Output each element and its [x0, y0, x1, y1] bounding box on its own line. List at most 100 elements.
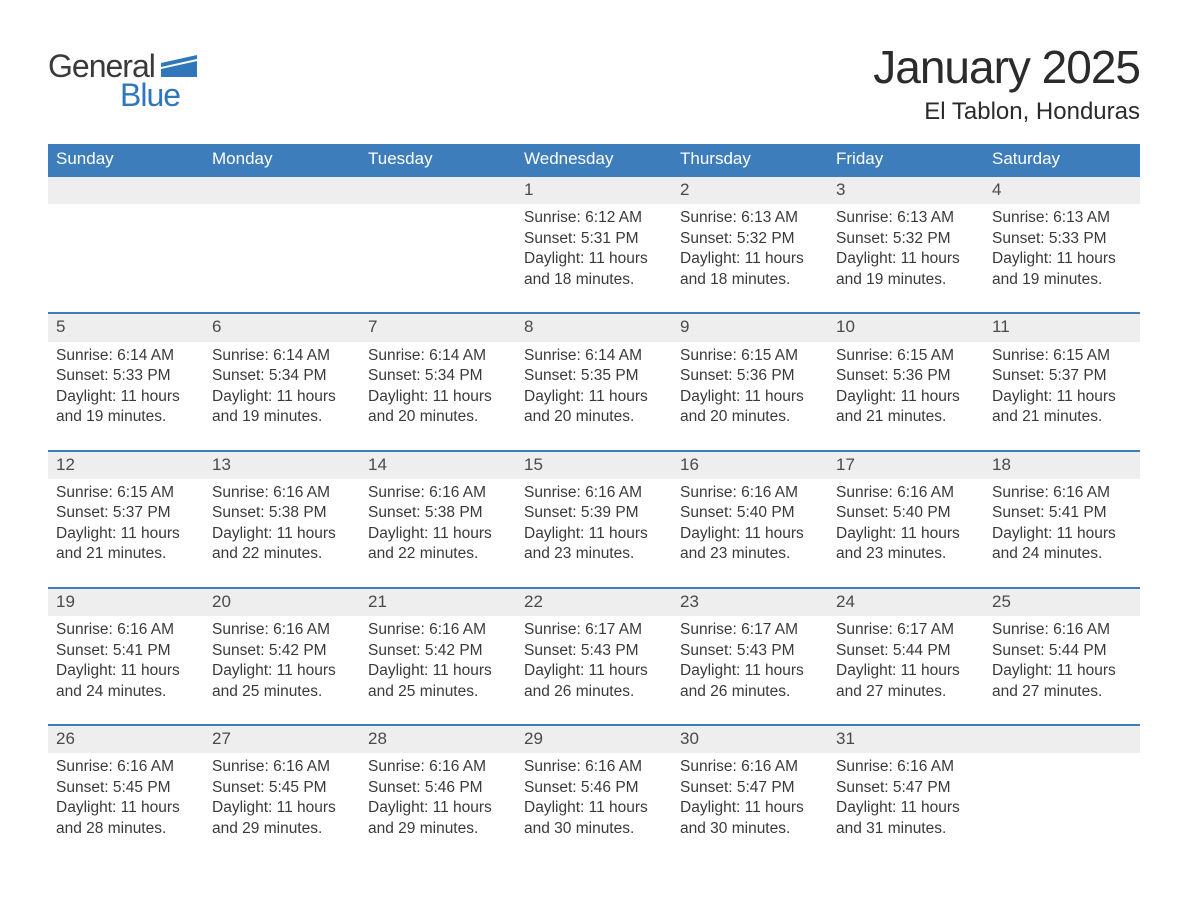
location-subtitle: El Tablon, Honduras — [873, 98, 1140, 126]
calendar-empty-cell — [984, 725, 1140, 861]
sunset-line: Sunset: 5:42 PM — [366, 641, 510, 661]
calendar-day-cell: 30Sunrise: 6:16 AMSunset: 5:47 PMDayligh… — [672, 725, 828, 861]
daylight-line-1: Daylight: 11 hours — [54, 798, 198, 818]
daylight-line-2: and 19 minutes. — [210, 407, 354, 427]
day-number-bar: 29 — [516, 726, 672, 753]
sunrise-line: Sunrise: 6:15 AM — [54, 483, 198, 503]
sunset-line: Sunset: 5:36 PM — [678, 366, 822, 386]
day-number-bar: 19 — [48, 589, 204, 616]
weekday-header: Saturday — [984, 144, 1140, 176]
day-number-bar: 16 — [672, 452, 828, 479]
daylight-line-1: Daylight: 11 hours — [210, 524, 354, 544]
daylight-line-1: Daylight: 11 hours — [834, 661, 978, 681]
daylight-line-2: and 21 minutes. — [990, 407, 1134, 427]
daylight-line-1: Daylight: 11 hours — [990, 524, 1134, 544]
calendar-day-cell: 9Sunrise: 6:15 AMSunset: 5:36 PMDaylight… — [672, 313, 828, 450]
daylight-line-2: and 20 minutes. — [678, 407, 822, 427]
daylight-line-2: and 27 minutes. — [990, 682, 1134, 702]
daylight-line-2: and 26 minutes. — [678, 682, 822, 702]
daylight-line-1: Daylight: 11 hours — [834, 387, 978, 407]
sunset-line: Sunset: 5:47 PM — [678, 778, 822, 798]
calendar-day-cell: 28Sunrise: 6:16 AMSunset: 5:46 PMDayligh… — [360, 725, 516, 861]
day-number-bar: 20 — [204, 589, 360, 616]
day-number-bar: 17 — [828, 452, 984, 479]
calendar-day-cell: 10Sunrise: 6:15 AMSunset: 5:36 PMDayligh… — [828, 313, 984, 450]
calendar-day-cell: 20Sunrise: 6:16 AMSunset: 5:42 PMDayligh… — [204, 588, 360, 725]
calendar-day-cell: 13Sunrise: 6:16 AMSunset: 5:38 PMDayligh… — [204, 451, 360, 588]
daylight-line-1: Daylight: 11 hours — [366, 387, 510, 407]
calendar-day-cell: 29Sunrise: 6:16 AMSunset: 5:46 PMDayligh… — [516, 725, 672, 861]
sunrise-line: Sunrise: 6:16 AM — [366, 620, 510, 640]
calendar-empty-cell — [360, 176, 516, 313]
sunrise-line: Sunrise: 6:16 AM — [990, 620, 1134, 640]
calendar-day-cell: 24Sunrise: 6:17 AMSunset: 5:44 PMDayligh… — [828, 588, 984, 725]
daylight-line-2: and 24 minutes. — [990, 544, 1134, 564]
daylight-line-1: Daylight: 11 hours — [834, 249, 978, 269]
daylight-line-2: and 30 minutes. — [522, 819, 666, 839]
calendar-day-cell: 14Sunrise: 6:16 AMSunset: 5:38 PMDayligh… — [360, 451, 516, 588]
page: General Blue January 2025 El Tablon, Hon… — [0, 0, 1188, 921]
day-number-bar: 13 — [204, 452, 360, 479]
daylight-line-1: Daylight: 11 hours — [678, 387, 822, 407]
sunset-line: Sunset: 5:45 PM — [54, 778, 198, 798]
calendar-day-cell: 31Sunrise: 6:16 AMSunset: 5:47 PMDayligh… — [828, 725, 984, 861]
day-number-bar: 28 — [360, 726, 516, 753]
daylight-line-1: Daylight: 11 hours — [210, 798, 354, 818]
daylight-line-1: Daylight: 11 hours — [522, 249, 666, 269]
sunset-line: Sunset: 5:47 PM — [834, 778, 978, 798]
sunset-line: Sunset: 5:43 PM — [522, 641, 666, 661]
daylight-line-1: Daylight: 11 hours — [522, 387, 666, 407]
day-number-bar — [984, 726, 1140, 753]
sunrise-line: Sunrise: 6:15 AM — [834, 346, 978, 366]
sunrise-line: Sunrise: 6:16 AM — [210, 620, 354, 640]
sunrise-line: Sunrise: 6:16 AM — [54, 757, 198, 777]
sunrise-line: Sunrise: 6:16 AM — [678, 483, 822, 503]
day-number-bar: 3 — [828, 177, 984, 204]
day-number-bar — [204, 177, 360, 204]
sunset-line: Sunset: 5:40 PM — [834, 503, 978, 523]
sunrise-line: Sunrise: 6:13 AM — [990, 208, 1134, 228]
calendar-day-cell: 1Sunrise: 6:12 AMSunset: 5:31 PMDaylight… — [516, 176, 672, 313]
calendar-day-cell: 21Sunrise: 6:16 AMSunset: 5:42 PMDayligh… — [360, 588, 516, 725]
calendar-empty-cell — [204, 176, 360, 313]
sunset-line: Sunset: 5:45 PM — [210, 778, 354, 798]
day-number-bar: 26 — [48, 726, 204, 753]
daylight-line-1: Daylight: 11 hours — [54, 524, 198, 544]
calendar-table: SundayMondayTuesdayWednesdayThursdayFrid… — [48, 144, 1140, 861]
day-number-bar: 9 — [672, 314, 828, 341]
sunrise-line: Sunrise: 6:16 AM — [210, 483, 354, 503]
sunset-line: Sunset: 5:35 PM — [522, 366, 666, 386]
day-number-bar: 21 — [360, 589, 516, 616]
sunset-line: Sunset: 5:38 PM — [366, 503, 510, 523]
weekday-header: Sunday — [48, 144, 204, 176]
sunrise-line: Sunrise: 6:15 AM — [990, 346, 1134, 366]
daylight-line-2: and 19 minutes. — [834, 270, 978, 290]
sunrise-line: Sunrise: 6:16 AM — [210, 757, 354, 777]
daylight-line-1: Daylight: 11 hours — [522, 798, 666, 818]
calendar-header-row: SundayMondayTuesdayWednesdayThursdayFrid… — [48, 144, 1140, 176]
sunrise-line: Sunrise: 6:12 AM — [522, 208, 666, 228]
sunrise-line: Sunrise: 6:14 AM — [54, 346, 198, 366]
sunset-line: Sunset: 5:42 PM — [210, 641, 354, 661]
month-title: January 2025 — [873, 40, 1140, 94]
daylight-line-2: and 19 minutes. — [54, 407, 198, 427]
daylight-line-1: Daylight: 11 hours — [366, 798, 510, 818]
sunrise-line: Sunrise: 6:16 AM — [678, 757, 822, 777]
daylight-line-2: and 20 minutes. — [522, 407, 666, 427]
sunset-line: Sunset: 5:41 PM — [54, 641, 198, 661]
sunset-line: Sunset: 5:46 PM — [522, 778, 666, 798]
daylight-line-1: Daylight: 11 hours — [678, 798, 822, 818]
calendar-day-cell: 16Sunrise: 6:16 AMSunset: 5:40 PMDayligh… — [672, 451, 828, 588]
sunset-line: Sunset: 5:37 PM — [54, 503, 198, 523]
calendar-day-cell: 19Sunrise: 6:16 AMSunset: 5:41 PMDayligh… — [48, 588, 204, 725]
sunset-line: Sunset: 5:43 PM — [678, 641, 822, 661]
day-number-bar: 15 — [516, 452, 672, 479]
day-number-bar: 18 — [984, 452, 1140, 479]
sunrise-line: Sunrise: 6:13 AM — [834, 208, 978, 228]
title-block: January 2025 El Tablon, Honduras — [873, 40, 1140, 126]
day-number-bar: 14 — [360, 452, 516, 479]
day-number-bar: 24 — [828, 589, 984, 616]
top-bar: General Blue January 2025 El Tablon, Hon… — [48, 40, 1140, 126]
day-number-bar: 10 — [828, 314, 984, 341]
sunrise-line: Sunrise: 6:14 AM — [366, 346, 510, 366]
